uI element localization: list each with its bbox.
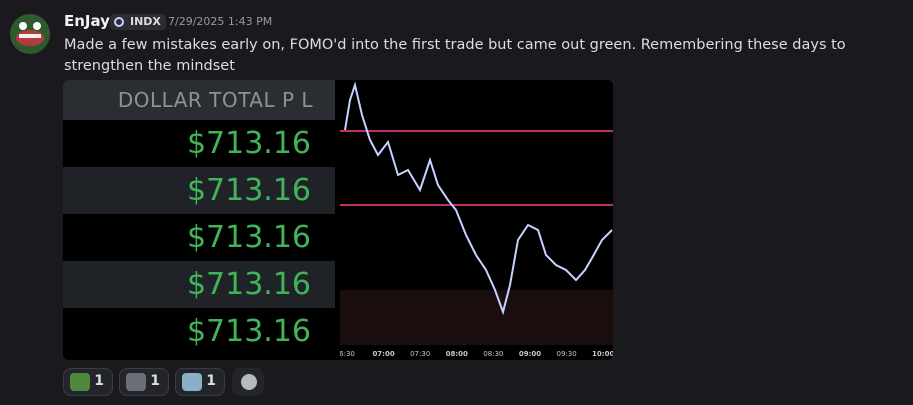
author-name[interactable]: EnJay <box>64 12 110 30</box>
time-label: 6:30 <box>340 350 355 358</box>
time-label: 10:00 <box>592 350 613 358</box>
time-label: 09:00 <box>519 350 541 358</box>
reaction-emoji <box>70 373 90 391</box>
add-reaction-button[interactable] <box>232 368 264 396</box>
pl-value: $713.16 <box>63 120 335 167</box>
price-chart: 6:30 07:00 07:30 08:00 08:30 09:00 09:30 10:00 <box>340 80 613 360</box>
reaction-emoji <box>126 373 146 391</box>
reaction-button[interactable]: 1 <box>175 368 225 396</box>
volume-area <box>340 290 613 345</box>
pl-value: $713.16 <box>63 167 335 214</box>
smile-icon <box>241 374 257 390</box>
reaction-emoji <box>182 373 202 391</box>
pl-value: $713.16 <box>63 261 335 308</box>
time-label: 09:30 <box>557 350 577 358</box>
price-line <box>344 81 613 316</box>
reaction-count: 1 <box>94 373 104 389</box>
message-text: Made a few mistakes early on, FOMO'd int… <box>64 37 846 74</box>
avatar-art <box>10 14 50 54</box>
time-axis: 6:30 07:00 07:30 08:00 08:30 09:00 09:30 10:00 <box>340 350 613 358</box>
attachment-image[interactable]: DOLLAR TOTAL P L 6:30 07:00 07:30 08:00 08:3… <box>63 80 613 360</box>
pl-value: $713.16 <box>63 214 335 261</box>
pl-header: DOLLAR TOTAL P L <box>63 80 335 120</box>
server-tag[interactable]: INDX <box>110 14 166 30</box>
tag-icon <box>114 17 124 27</box>
time-label: 07:30 <box>410 350 430 358</box>
reaction-button[interactable]: 1 <box>63 368 113 396</box>
avatar[interactable] <box>10 14 50 54</box>
time-label: 08:30 <box>483 350 503 358</box>
reaction-count: 1 <box>206 373 216 389</box>
time-label: 07:00 <box>372 350 394 358</box>
pl-value: $713.16 <box>63 308 335 355</box>
timestamp: 7/29/2025 1:43 PM <box>168 15 273 28</box>
reaction-button[interactable]: 1 <box>119 368 169 396</box>
time-label: 08:00 <box>446 350 468 358</box>
reaction-count: 1 <box>150 373 160 389</box>
